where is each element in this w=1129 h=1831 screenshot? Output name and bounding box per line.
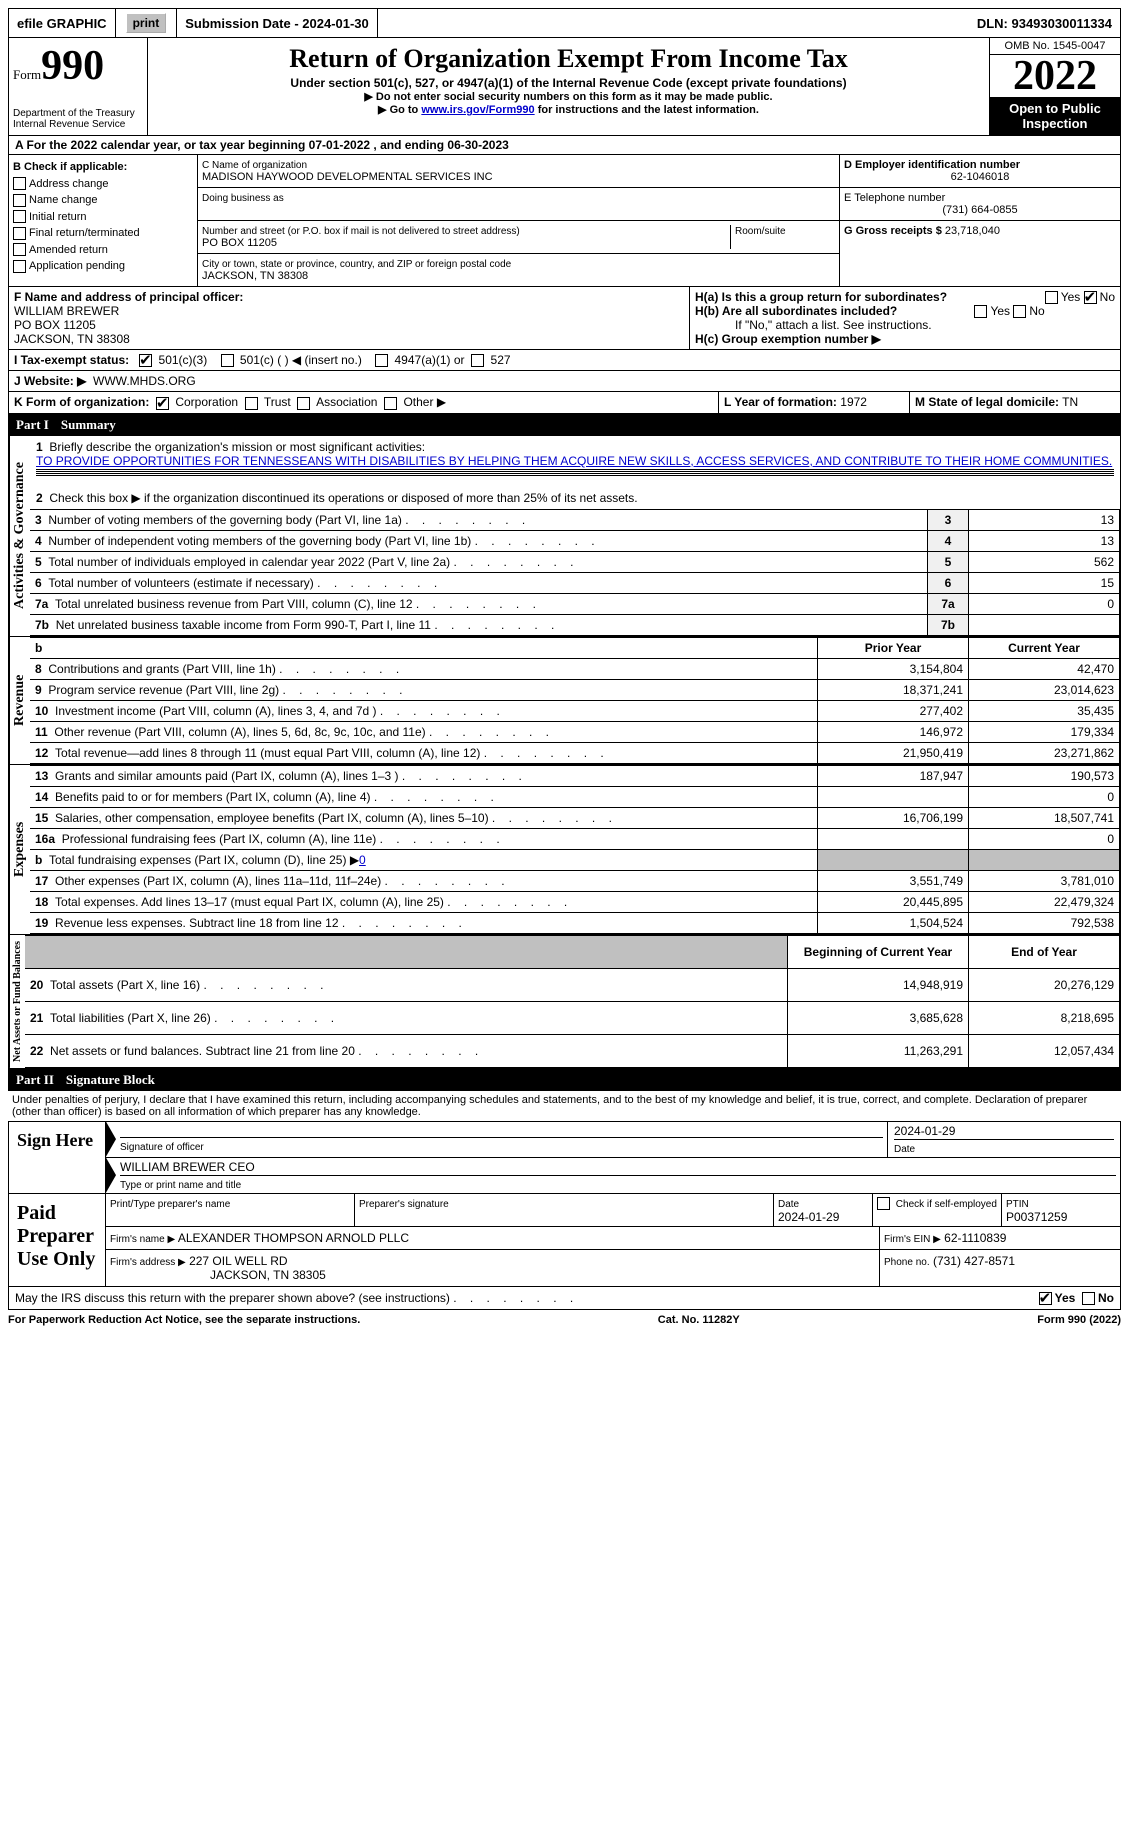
form-title: Return of Organization Exempt From Incom… [152,44,985,74]
firm-name: ALEXANDER THOMPSON ARNOLD PLLC [178,1231,409,1245]
cb-assoc[interactable] [297,397,310,410]
firm-ein: 62-1110839 [944,1231,1006,1245]
cb-discuss-yes[interactable] [1039,1292,1052,1305]
revenue-block: Revenue bPrior YearCurrent Year8 Contrib… [8,637,1121,765]
sign-here-block: Sign Here Signature of officer 2024-01-2… [8,1122,1121,1194]
cb-4947[interactable] [375,354,388,367]
exp-table: 13 Grants and similar amounts paid (Part… [30,765,1120,934]
irs-link[interactable]: www.irs.gov/Form990 [421,104,534,116]
cb-hb-no[interactable] [1013,305,1026,318]
mission-text[interactable]: TO PROVIDE OPPORTUNITIES FOR TENNESSEANS… [36,454,1112,468]
form-header: Form990 Department of the Treasury Inter… [8,38,1121,136]
gross-receipts: 23,718,040 [945,225,1000,237]
form-number: Form990 [13,42,143,90]
summary-block: Activities & Governance 1 Briefly descri… [8,436,1121,637]
vlabel-gov: Activities & Governance [9,436,30,636]
cb-ha-no[interactable] [1084,291,1097,304]
cb-corp[interactable] [156,397,169,410]
sig-date: 2024-01-29 [894,1124,955,1138]
cb-trust[interactable] [245,397,258,410]
officer-name: WILLIAM BREWER [14,304,119,318]
cb-527[interactable] [471,354,484,367]
paid-preparer-block: Paid Preparer Use Only Print/Type prepar… [8,1194,1121,1287]
officer-block: F Name and address of principal officer:… [8,287,1121,350]
open-inspection: Open to Public Inspection [990,97,1120,135]
cb-name[interactable] [13,194,26,207]
paid-preparer-label: Paid Preparer Use Only [9,1194,106,1286]
box-b: B Check if applicable: Address change Na… [9,155,198,286]
irs-label: Internal Revenue Service [13,119,143,130]
submission-date: Submission Date - 2024-01-30 [177,9,378,37]
phone: (731) 664-0855 [844,204,1116,216]
print-button[interactable]: print [126,13,167,33]
org-city: JACKSON, TN 38308 [202,270,308,282]
vlabel-rev: Revenue [9,637,30,764]
status-row: I Tax-exempt status: 501(c)(3) 501(c) ( … [8,350,1121,371]
website-row: J Website: ▶ WWW.MHDS.ORG [8,371,1121,392]
net-table: Beginning of Current YearEnd of Year20 T… [25,935,1120,1068]
gov-table: 3 Number of voting members of the govern… [30,509,1120,636]
cb-501c3[interactable] [139,354,152,367]
website: WWW.MHDS.ORG [93,374,196,388]
part2-header: Part IISignature Block [8,1069,1121,1091]
entity-block: B Check if applicable: Address change Na… [8,155,1121,287]
note-link: ▶ Go to www.irs.gov/Form990 for instruct… [152,103,985,116]
period-line: A For the 2022 calendar year, or tax yea… [8,136,1121,155]
box-c: C Name of organization MADISON HAYWOOD D… [198,155,839,286]
org-name: MADISON HAYWOOD DEVELOPMENTAL SERVICES I… [202,171,493,183]
page-footer: For Paperwork Reduction Act Notice, see … [8,1310,1121,1326]
rev-table: bPrior YearCurrent Year8 Contributions a… [30,637,1120,764]
tax-year: 2022 [990,55,1120,97]
box-deg: D Employer identification number62-10460… [839,155,1120,286]
cb-other[interactable] [384,397,397,410]
may-irs-row: May the IRS discuss this return with the… [8,1287,1121,1310]
prep-phone: (731) 427-8571 [933,1254,1015,1268]
part1-header: Part ISummary [8,414,1121,436]
cb-initial[interactable] [13,210,26,223]
note-ssn: ▶ Do not enter social security numbers o… [152,90,985,103]
expenses-block: Expenses 13 Grants and similar amounts p… [8,765,1121,935]
ein: 62-1046018 [844,171,1116,183]
sign-here-label: Sign Here [9,1122,106,1193]
cb-hb-yes[interactable] [974,305,987,318]
penalties-text: Under penalties of perjury, I declare th… [8,1091,1121,1122]
print-cell: print [116,9,178,37]
cb-501c[interactable] [221,354,234,367]
ptin: P00371259 [1006,1210,1067,1224]
form-subtitle: Under section 501(c), 527, or 4947(a)(1)… [152,76,985,90]
officer-name-title: WILLIAM BREWER CEO [120,1160,255,1174]
cb-pending[interactable] [13,260,26,273]
topbar: efile GRAPHIC print Submission Date - 20… [8,8,1121,38]
cb-address[interactable] [13,177,26,190]
cb-self-emp[interactable] [877,1197,890,1210]
form-org-row: K Form of organization: Corporation Trus… [8,392,1121,413]
dept-treasury: Department of the Treasury [13,108,143,119]
vlabel-exp: Expenses [9,765,30,934]
vlabel-net: Net Assets or Fund Balances [9,935,25,1068]
cb-amended[interactable] [13,243,26,256]
domicile: TN [1062,395,1078,409]
dln: DLN: 93493030011334 [969,9,1120,37]
cb-final[interactable] [13,227,26,240]
cb-discuss-no[interactable] [1082,1292,1095,1305]
cb-ha-yes[interactable] [1045,291,1058,304]
efile-label: efile GRAPHIC [9,9,116,37]
year-formation: 1972 [840,395,867,409]
net-block: Net Assets or Fund Balances Beginning of… [8,935,1121,1069]
org-street: PO BOX 11205 [202,237,277,249]
